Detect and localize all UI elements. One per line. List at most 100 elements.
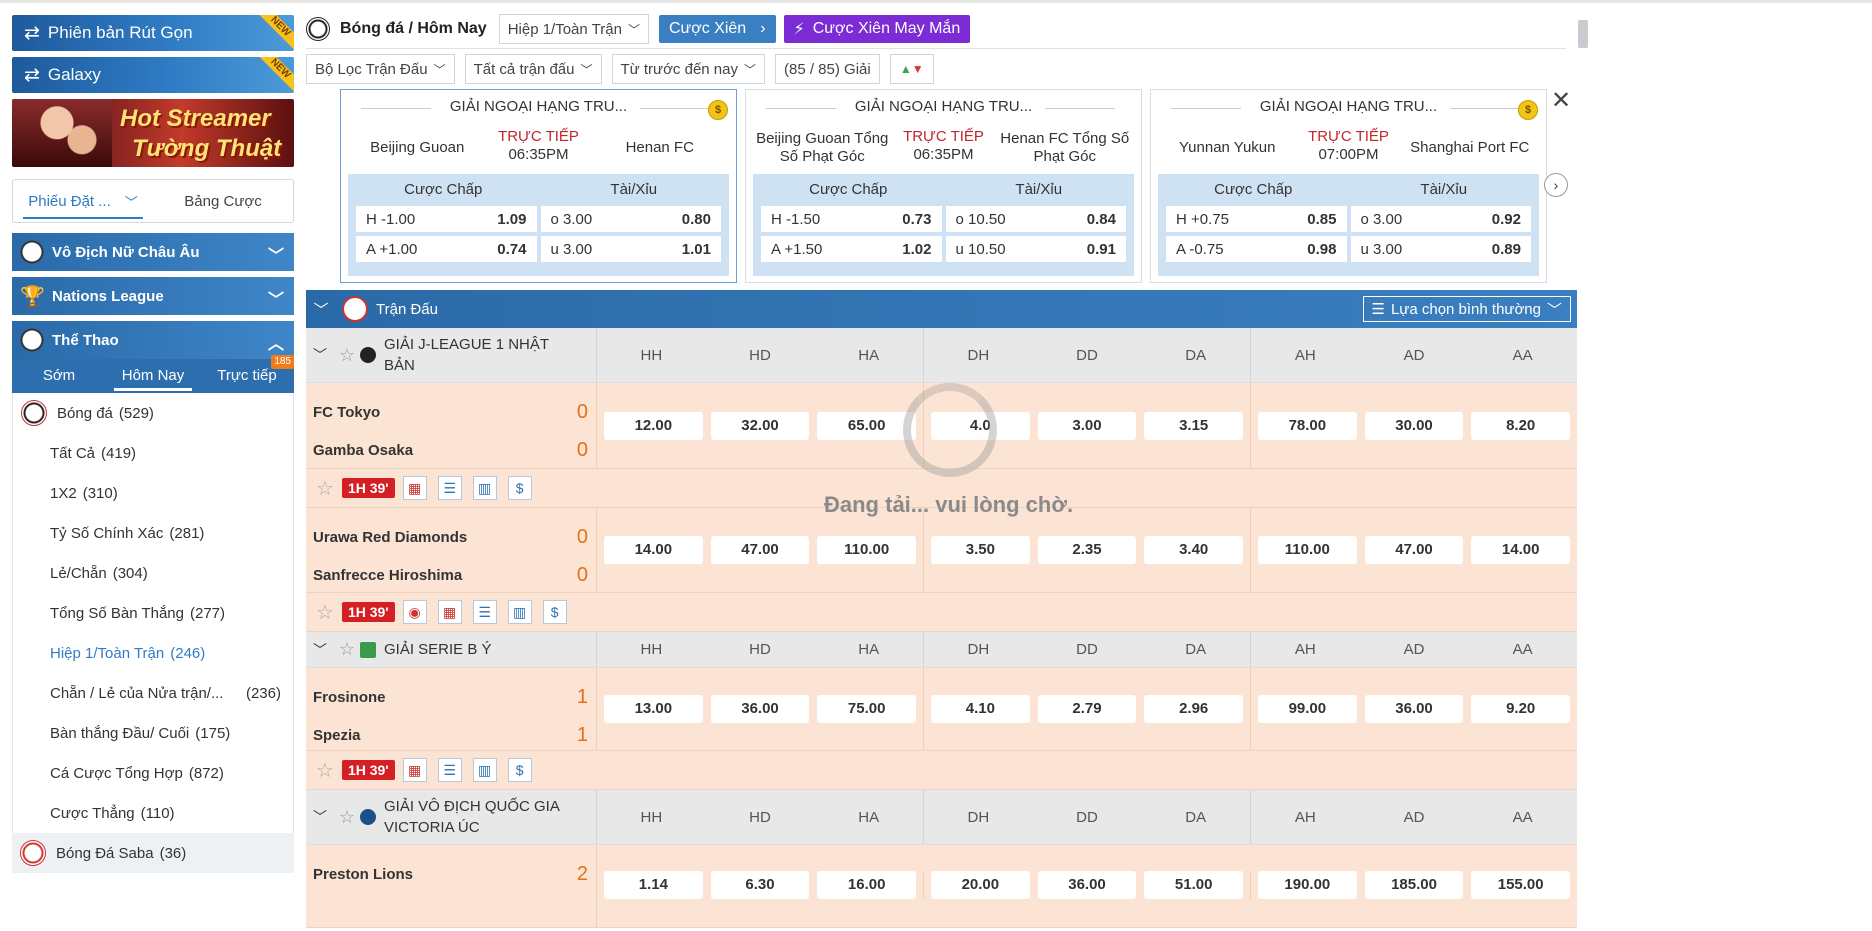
star-icon[interactable]: ☆: [316, 601, 334, 624]
odd-button[interactable]: 36.00: [1364, 695, 1464, 723]
stats-chart-icon[interactable]: ▥: [472, 476, 497, 500]
odd-button[interactable]: A +1.00 0.74: [356, 236, 537, 262]
promo-galaxy[interactable]: ⇄ Galaxy NEW: [12, 57, 294, 93]
odd-button[interactable]: 6.30: [710, 871, 810, 899]
tab-bet-slip[interactable]: Phiếu Đặt ... ﹀: [13, 180, 153, 222]
odd-button[interactable]: 3.00: [1037, 411, 1137, 440]
jersey-icon[interactable]: ◉: [402, 600, 427, 624]
odd-button[interactable]: H -1.50 0.73: [761, 206, 942, 232]
league-count-button[interactable]: (85 / 85) Giải: [775, 54, 880, 84]
star-icon[interactable]: ☆: [338, 344, 356, 365]
odd-button[interactable]: 2.35: [1037, 536, 1137, 564]
collapse-chevron-icon[interactable]: ﹀: [313, 301, 329, 319]
promo-compact-version[interactable]: ⇄ Phiên bản Rút Gọn NEW: [12, 15, 294, 51]
odd-button[interactable]: 185.00: [1364, 871, 1464, 899]
odd-button[interactable]: 3.40: [1144, 536, 1244, 564]
menu-odd-even[interactable]: Lẻ/Chẵn (304): [13, 553, 293, 593]
scrollbar[interactable]: [1578, 20, 1588, 48]
odd-button[interactable]: o 10.50 0.84: [945, 206, 1126, 232]
list-icon[interactable]: ☰: [472, 600, 497, 624]
time-range-dropdown[interactable]: Từ trước đến nay ﹀: [611, 54, 765, 84]
menu-correct-score[interactable]: Tỷ Số Chính Xác (281): [13, 513, 293, 553]
menu-1x2[interactable]: 1X2 (310): [13, 473, 293, 513]
league-row[interactable]: ﹀ ☆ GIẢI VÔ ĐỊCH QUỐC GIA VICTORIA ÚC HH H…: [306, 790, 1577, 845]
lucky-parlay-button[interactable]: ⚡ Cược Xiên May Mắn: [783, 15, 971, 43]
chevron-down-icon[interactable]: ﹀: [313, 347, 327, 363]
odd-button[interactable]: 3.50: [931, 536, 1030, 564]
parlay-button[interactable]: Cược Xiên ›: [658, 15, 776, 43]
odd-button[interactable]: 190.00: [1258, 871, 1357, 899]
odd-button[interactable]: 2.79: [1037, 695, 1137, 723]
section-womens-euro[interactable]: Vô Địch Nữ Châu Âu ﹀: [12, 233, 294, 271]
odd-button[interactable]: 20.00: [931, 871, 1030, 899]
odd-button[interactable]: u 3.00 1.01: [540, 236, 721, 262]
featured-match-card[interactable]: GIẢI NGOẠI HẠNG TRU... Beijing Guoan Tổn…: [745, 89, 1142, 283]
odd-button[interactable]: 99.00: [1258, 695, 1357, 723]
odd-button[interactable]: 16.00: [817, 871, 917, 899]
star-icon[interactable]: ☆: [316, 759, 334, 782]
odd-button[interactable]: 110.00: [817, 536, 917, 564]
menu-soccer[interactable]: Bóng đá (529): [13, 393, 293, 433]
sort-button[interactable]: ▲ ▼: [889, 54, 934, 84]
menu-total-goals[interactable]: Tổng Số Bàn Thắng (277): [13, 593, 293, 633]
star-icon[interactable]: ☆: [338, 806, 356, 827]
odd-button[interactable]: 12.00: [604, 411, 703, 440]
market-dropdown[interactable]: Hiệp 1/Toàn Trận ﹀: [498, 14, 649, 44]
odd-button[interactable]: o 3.00 0.80: [540, 206, 721, 232]
odd-button[interactable]: 2.96: [1144, 695, 1244, 723]
odd-button[interactable]: u 10.50 0.91: [945, 236, 1126, 262]
field-icon[interactable]: ▦: [402, 476, 427, 500]
featured-match-card[interactable]: GIẢI NGOẠI HẠNG TRU... $ Beijing Guoan T…: [340, 89, 737, 283]
odd-button[interactable]: 47.00: [1364, 536, 1464, 564]
cashout-icon[interactable]: $: [507, 758, 532, 782]
odd-button[interactable]: 155.00: [1471, 871, 1571, 899]
menu-mix-parlay[interactable]: Cá Cược Tổng Hợp (872): [13, 753, 293, 793]
league-row[interactable]: ﹀ ☆ GIẢI SERIE B Ý HH HD HA DH DD DA AH AD AA: [306, 632, 1577, 668]
odd-button[interactable]: 65.00: [817, 411, 917, 440]
odd-button[interactable]: 8.20: [1471, 411, 1571, 440]
close-icon[interactable]: ✕: [1551, 87, 1572, 114]
odd-button[interactable]: 110.00: [1258, 536, 1357, 564]
menu-outright[interactable]: Cược Thẳng (110): [13, 793, 293, 833]
odd-button[interactable]: 78.00: [1258, 411, 1357, 440]
odd-button[interactable]: 32.00: [710, 411, 810, 440]
list-icon[interactable]: ☰: [437, 476, 462, 500]
chevron-down-icon[interactable]: ﹀: [313, 641, 327, 658]
tab-live[interactable]: Trực tiếp 185: [200, 355, 294, 393]
odd-button[interactable]: 13.00: [604, 695, 703, 723]
view-option-dropdown[interactable]: ☰ Lựa chọn bình thường ﹀: [1362, 296, 1571, 322]
odd-button[interactable]: 1.14: [604, 871, 703, 899]
odd-button[interactable]: o 3.00 0.92: [1350, 206, 1531, 232]
odd-button[interactable]: 14.00: [1471, 536, 1571, 564]
star-icon[interactable]: ☆: [338, 639, 356, 659]
cashout-icon[interactable]: $: [542, 600, 567, 624]
odd-button[interactable]: 47.00: [710, 536, 810, 564]
chevron-down-icon[interactable]: ﹀: [313, 809, 327, 825]
league-row[interactable]: ﹀ ☆ GIẢI J-LEAGUE 1 NHẬT BẢN HH HD HA DH DD D…: [306, 328, 1577, 383]
list-icon[interactable]: ☰: [437, 758, 462, 782]
odd-button[interactable]: 3.15: [1144, 411, 1244, 440]
featured-match-card[interactable]: GIẢI NGOẠI HẠNG TRU... $ Yunnan Yukun TR…: [1150, 89, 1547, 283]
odd-button[interactable]: H -1.00 1.09: [356, 206, 537, 232]
odd-button[interactable]: u 3.00 0.89: [1350, 236, 1531, 262]
odd-button[interactable]: 36.00: [1037, 871, 1137, 899]
odd-button[interactable]: 14.00: [604, 536, 703, 564]
tab-bet-list[interactable]: Bảng Cược: [153, 180, 293, 222]
all-matches-dropdown[interactable]: Tất cả trận đấu ﹀: [464, 54, 602, 84]
stats-chart-icon[interactable]: ▥: [507, 600, 532, 624]
odd-button[interactable]: A +1.50 1.02: [761, 236, 942, 262]
section-sports[interactable]: Thể Thao ︿: [12, 321, 294, 359]
menu-half-full-time[interactable]: Hiệp 1/Toàn Trận (246): [13, 633, 293, 673]
odd-button[interactable]: 4.10: [931, 695, 1030, 723]
field-icon[interactable]: ▦: [437, 600, 462, 624]
odd-button[interactable]: 51.00: [1144, 871, 1244, 899]
menu-half-odd-even[interactable]: Chẵn / Lẻ của Nửa trận/... (236): [13, 673, 293, 713]
section-nations-league[interactable]: Nations League ﹀: [12, 277, 294, 315]
field-icon[interactable]: ▦: [402, 758, 427, 782]
odd-button[interactable]: 36.00: [710, 695, 810, 723]
odd-button[interactable]: 75.00: [817, 695, 917, 723]
star-icon[interactable]: ☆: [316, 477, 334, 500]
stats-chart-icon[interactable]: ▥: [472, 758, 497, 782]
carousel-next-icon[interactable]: ›: [1544, 173, 1568, 197]
odd-button[interactable]: H +0.75 0.85: [1166, 206, 1347, 232]
